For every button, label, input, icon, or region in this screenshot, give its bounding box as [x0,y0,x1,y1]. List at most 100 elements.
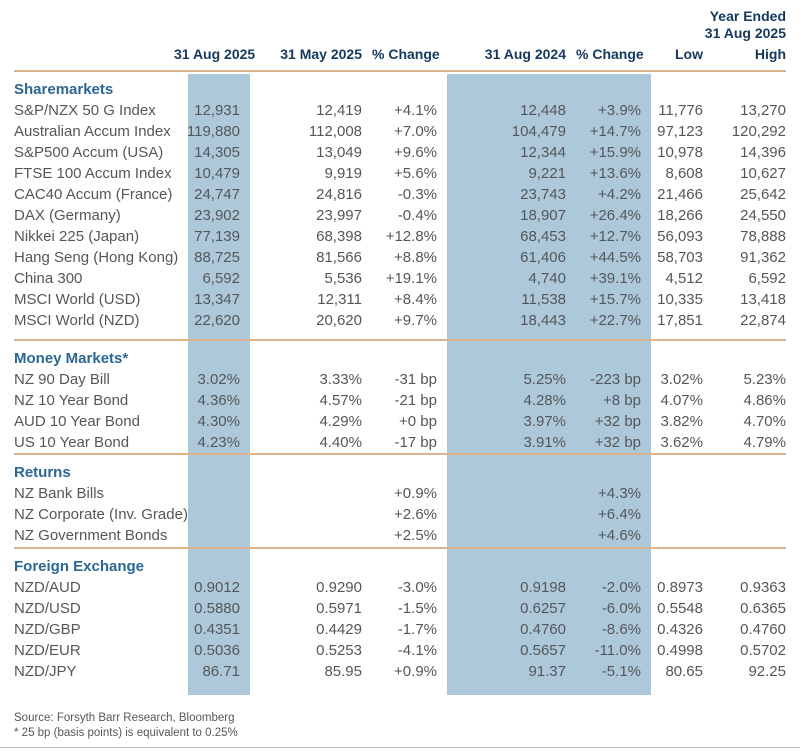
cell-low: 0.4998 [657,642,703,659]
row-label: China 300 [14,270,83,287]
cell-31-aug-2024: 12,344 [520,144,566,161]
cell-pct-change-12m: -8.6% [601,621,641,638]
cell-pct-change-12m: +8 bp [603,392,641,409]
table-row: NZ 10 Year Bond 4.36% 4.57% -21 bp 4.28%… [14,390,786,411]
section-sharemarkets: Sharemarkets S&P/NZX 50 G Index 12,931 1… [14,72,786,341]
table-row: NZD/AUD 0.9012 0.9290 -3.0% 0.9198 -2.0%… [14,577,786,598]
cell-pct-change-3m: +9.6% [394,144,437,161]
table-row: S&P/NZX 50 G Index 12,931 12,419 +4.1% 1… [14,100,786,121]
row-label: MSCI World (NZD) [14,312,140,329]
cell-pct-change-3m: -1.5% [397,600,437,617]
row-label: AUD 10 Year Bond [14,413,140,430]
col-header-31-may-2025: 31 May 2025 [280,46,362,62]
cell-31-aug-2024: 0.4760 [520,621,566,638]
cell-31-aug-2024: 18,443 [520,312,566,329]
table-row: Australian Accum Index 119,880 112,008 +… [14,121,786,142]
cell-low: 3.02% [660,371,703,388]
cell-low: 56,093 [657,228,703,245]
cell-low: 4,512 [665,270,703,287]
source-note: Source: Forsyth Barr Research, Bloomberg [14,712,235,724]
cell-low: 0.5548 [657,600,703,617]
table-row: AUD 10 Year Bond 4.30% 4.29% +0 bp 3.97%… [14,411,786,432]
row-label: Hang Seng (Hong Kong) [14,249,179,266]
cell-31-aug-2025: 88,725 [194,249,240,266]
cell-31-aug-2024: 12,448 [520,102,566,119]
cell-pct-change-3m: +19.1% [385,270,437,287]
cell-low: 17,851 [657,312,703,329]
cell-high: 4.70% [743,413,786,430]
table-header: Year Ended 31 Aug 2025 31 Aug 2025 31 Ma… [14,0,786,72]
table-row: NZD/GBP 0.4351 0.4429 -1.7% 0.4760 -8.6%… [14,619,786,640]
cell-31-aug-2025: 0.5036 [194,642,240,659]
cell-high: 22,874 [740,312,786,329]
cell-high: 13,418 [740,291,786,308]
row-label: Australian Accum Index [14,123,171,140]
cell-high: 91,362 [740,249,786,266]
cell-31-aug-2025: 23,902 [194,207,240,224]
table-row: MSCI World (USD) 13,347 12,311 +8.4% 11,… [14,289,786,310]
cell-pct-change-3m: -3.0% [397,579,437,596]
cell-31-aug-2025: 3.02% [197,371,240,388]
cell-31-aug-2024: 0.5657 [520,642,566,659]
table-row: Hang Seng (Hong Kong) 88,725 81,566 +8.8… [14,247,786,268]
section-title: Foreign Exchange [14,558,145,575]
cell-31-may-2025: 23,997 [316,207,362,224]
row-label: NZD/GBP [14,621,81,638]
cell-pct-change-3m: +0.9% [394,485,437,502]
cell-31-aug-2024: 61,406 [520,249,566,266]
cell-31-may-2025: 4.29% [319,413,362,430]
year-ended-line2: 31 Aug 2025 [704,25,786,41]
section-returns: Returns NZ Bank Bills +0.9% +4.3% NZ Cor… [14,455,786,549]
cell-high: 0.9363 [740,579,786,596]
cell-31-aug-2025: 12,931 [194,102,240,119]
col-header-pct-change-12m: % Change [576,46,644,62]
row-label: NZ 90 Day Bill [14,371,110,388]
cell-31-aug-2025: 4.30% [197,413,240,430]
cell-pct-change-12m: -223 bp [590,371,641,388]
cell-31-aug-2024: 3.97% [523,413,566,430]
cell-31-aug-2024: 0.6257 [520,600,566,617]
cell-31-aug-2024: 91.37 [528,663,566,680]
cell-high: 10,627 [740,165,786,182]
row-label: MSCI World (USD) [14,291,141,308]
cell-high: 92.25 [748,663,786,680]
col-header-low: Low [675,46,703,62]
cell-31-aug-2025: 0.4351 [194,621,240,638]
cell-pct-change-12m: +32 bp [594,413,641,430]
cell-pct-change-12m: +6.4% [598,506,641,523]
cell-low: 11,776 [658,102,703,119]
cell-pct-change-3m: +12.8% [385,228,437,245]
col-header-pct-change-3m: % Change [372,46,440,62]
cell-high: 24,550 [740,207,786,224]
cell-low: 10,335 [657,291,703,308]
cell-high: 4.86% [743,392,786,409]
footer: Source: Forsyth Barr Research, Bloomberg… [14,711,786,741]
cell-31-may-2025: 0.5253 [316,642,362,659]
cell-high: 25,642 [740,186,786,203]
cell-31-aug-2025: 0.5880 [194,600,240,617]
cell-pct-change-3m: +5.6% [394,165,437,182]
section-title: Sharemarkets [14,81,114,98]
col-header-31-aug-2024: 31 Aug 2024 [484,46,566,62]
cell-high: 78,888 [740,228,786,245]
cell-pct-change-12m: +4.6% [598,527,641,544]
cell-31-may-2025: 0.4429 [316,621,362,638]
section-title: Returns [14,464,71,481]
cell-31-aug-2025: 4.23% [197,434,240,451]
cell-pct-change-12m: -11.0% [594,642,641,659]
cell-pct-change-3m: +0.9% [394,663,437,680]
cell-high: 0.5702 [740,642,786,659]
cell-pct-change-12m: +15.9% [589,144,641,161]
cell-31-aug-2025: 24,747 [194,186,240,203]
cell-low: 80.65 [665,663,703,680]
cell-high: 6,592 [748,270,786,287]
row-label: S&P500 Accum (USA) [14,144,164,161]
cell-low: 8,608 [665,165,703,182]
cell-31-may-2025: 3.33% [319,371,362,388]
cell-31-may-2025: 85.95 [324,663,362,680]
cell-31-aug-2024: 4.28% [523,392,566,409]
page-bottom-rule [0,747,800,748]
table-row: NZD/JPY 86.71 85.95 +0.9% 91.37 -5.1% 80… [14,661,786,682]
cell-31-aug-2024: 18,907 [520,207,566,224]
